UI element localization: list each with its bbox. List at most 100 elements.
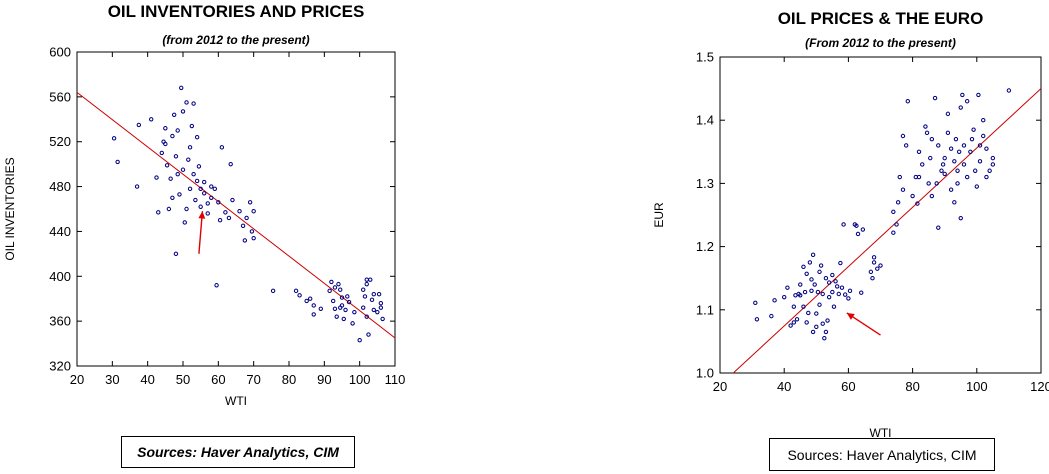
plot-area bbox=[719, 56, 1042, 374]
data-point bbox=[900, 133, 906, 139]
x-tick-label: 40 bbox=[777, 379, 791, 394]
data-point bbox=[977, 143, 983, 148]
x-tick-label: 60 bbox=[841, 379, 855, 394]
data-point bbox=[336, 281, 341, 287]
data-point bbox=[357, 338, 362, 343]
data-point bbox=[926, 181, 931, 186]
plot-area bbox=[76, 51, 396, 367]
data-point bbox=[159, 150, 165, 156]
data-point bbox=[339, 303, 345, 308]
data-point bbox=[976, 92, 981, 98]
data-point bbox=[205, 201, 210, 206]
data-point bbox=[987, 168, 992, 173]
data-point bbox=[166, 206, 172, 212]
data-point bbox=[894, 222, 899, 227]
data-point bbox=[875, 266, 880, 271]
data-point bbox=[842, 292, 848, 297]
data-point bbox=[184, 206, 189, 212]
data-point bbox=[968, 149, 973, 155]
data-point bbox=[304, 298, 309, 304]
x-tick-label: 50 bbox=[176, 372, 190, 387]
data-point bbox=[173, 154, 179, 159]
data-point bbox=[187, 186, 193, 192]
data-point bbox=[186, 157, 191, 162]
data-point bbox=[903, 143, 909, 148]
data-point bbox=[329, 279, 334, 285]
data-point bbox=[974, 184, 979, 189]
regression-line bbox=[77, 91, 395, 339]
data-point bbox=[942, 155, 947, 161]
data-point bbox=[754, 317, 760, 322]
x-tick-label: 100 bbox=[966, 379, 988, 394]
data-point bbox=[859, 290, 864, 295]
regression-line bbox=[732, 88, 1041, 373]
data-point bbox=[371, 292, 376, 297]
data-point bbox=[833, 279, 838, 284]
data-point bbox=[156, 210, 161, 215]
data-point bbox=[318, 306, 323, 312]
data-point bbox=[332, 285, 338, 290]
data-point bbox=[934, 181, 939, 186]
y-tick-label: 320 bbox=[49, 359, 71, 374]
data-point bbox=[801, 304, 806, 309]
data-point bbox=[217, 218, 223, 223]
data-point bbox=[173, 251, 179, 257]
data-point bbox=[897, 174, 902, 180]
data-point bbox=[929, 193, 935, 199]
data-point bbox=[956, 149, 962, 155]
data-point bbox=[368, 277, 373, 282]
data-point bbox=[219, 145, 225, 150]
data-point bbox=[364, 281, 369, 287]
data-point bbox=[810, 329, 816, 335]
data-point bbox=[216, 200, 221, 205]
x-tick-label: 30 bbox=[105, 372, 119, 387]
data-point bbox=[361, 287, 366, 292]
x-tick-label: 20 bbox=[70, 372, 84, 387]
data-point bbox=[378, 301, 384, 306]
data-point bbox=[806, 310, 811, 316]
data-point bbox=[798, 282, 803, 287]
data-point bbox=[240, 223, 246, 229]
data-point bbox=[366, 332, 371, 337]
data-point bbox=[971, 127, 976, 132]
x-tick-label: 70 bbox=[246, 372, 260, 387]
data-point bbox=[111, 136, 117, 141]
data-point bbox=[964, 99, 970, 104]
data-point bbox=[953, 136, 959, 142]
sources-box-right: Sources: Haver Analytics, CIM bbox=[769, 438, 995, 471]
data-point bbox=[905, 99, 910, 104]
data-point bbox=[209, 184, 214, 189]
data-point bbox=[214, 283, 219, 288]
data-point bbox=[175, 128, 180, 133]
data-point bbox=[945, 111, 951, 117]
y-tick-label: 1.3 bbox=[696, 176, 714, 191]
data-point bbox=[977, 159, 983, 164]
data-point bbox=[826, 294, 832, 300]
data-point bbox=[311, 303, 316, 308]
y-axis-label: OIL INVENTORIES bbox=[3, 157, 17, 260]
data-point bbox=[939, 168, 944, 173]
data-point bbox=[332, 306, 338, 312]
data-point bbox=[868, 269, 874, 275]
y-tick-label: 1.2 bbox=[696, 239, 714, 254]
y-tick-label: 1.1 bbox=[696, 302, 714, 317]
data-point bbox=[196, 164, 202, 169]
data-point bbox=[380, 316, 385, 322]
data-point bbox=[817, 269, 822, 275]
data-point bbox=[163, 141, 168, 147]
data-point bbox=[801, 264, 806, 270]
data-point bbox=[270, 288, 276, 294]
data-point bbox=[247, 200, 253, 205]
data-point bbox=[958, 215, 963, 221]
data-point bbox=[182, 220, 187, 225]
data-point bbox=[955, 181, 960, 186]
data-point bbox=[812, 282, 817, 287]
data-point bbox=[964, 174, 970, 180]
data-point bbox=[826, 280, 832, 285]
data-point bbox=[163, 126, 168, 131]
data-point bbox=[969, 136, 975, 142]
data-point bbox=[180, 109, 186, 114]
data-point bbox=[839, 285, 845, 290]
data-point bbox=[818, 263, 824, 268]
